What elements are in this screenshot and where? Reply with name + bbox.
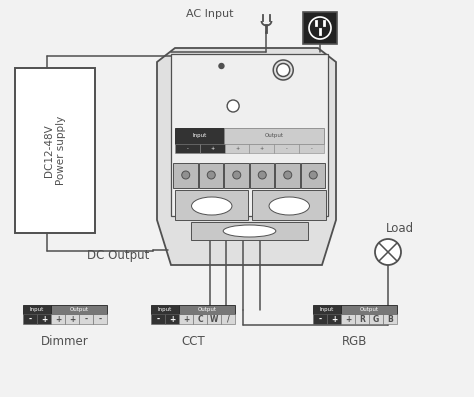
Bar [37, 314, 51, 324]
Bar [383, 314, 397, 324]
Text: +: + [55, 314, 61, 324]
Text: C: C [197, 314, 203, 324]
Text: +: + [260, 146, 264, 151]
Text: Dimmer: Dimmer [41, 335, 89, 348]
Text: Input: Input [320, 307, 334, 312]
Bar [151, 305, 179, 314]
Bar [225, 163, 249, 188]
Bar [313, 305, 341, 314]
Circle shape [375, 239, 401, 265]
Text: CCT: CCT [181, 335, 205, 348]
Circle shape [207, 171, 215, 179]
Bar [275, 163, 300, 188]
Bar [200, 144, 225, 153]
Text: AC Input: AC Input [186, 9, 234, 19]
Bar [355, 314, 369, 324]
Bar [65, 314, 79, 324]
Bar [253, 190, 326, 220]
Ellipse shape [223, 225, 276, 237]
Text: -: - [28, 314, 32, 324]
Text: +: + [235, 146, 239, 151]
Circle shape [219, 64, 224, 69]
Text: -: - [156, 314, 160, 324]
Bar [199, 163, 224, 188]
Bar [51, 305, 107, 314]
Bar [171, 54, 328, 216]
Circle shape [227, 100, 239, 112]
Circle shape [233, 171, 241, 179]
Text: Input: Input [30, 307, 44, 312]
Text: B: B [387, 314, 393, 324]
Bar [224, 128, 324, 144]
Text: -: - [187, 146, 188, 151]
Ellipse shape [269, 197, 310, 215]
Text: Output: Output [198, 307, 217, 312]
Bar [175, 190, 248, 220]
Bar [299, 144, 324, 153]
Circle shape [182, 171, 190, 179]
Text: +: + [69, 314, 75, 324]
Circle shape [284, 171, 292, 179]
Circle shape [273, 60, 293, 80]
Circle shape [309, 171, 317, 179]
Bar [93, 314, 107, 324]
Text: R: R [359, 314, 365, 324]
Text: RGB: RGB [342, 335, 368, 348]
Text: -: - [286, 146, 288, 151]
Text: W: W [210, 314, 218, 324]
Bar [15, 68, 95, 233]
Bar [179, 314, 193, 324]
Text: -: - [84, 314, 88, 324]
Bar [301, 163, 326, 188]
Bar [313, 314, 327, 324]
Bar [193, 314, 207, 324]
Text: -: - [99, 314, 101, 324]
Text: DC Output: DC Output [87, 249, 149, 262]
Bar [341, 314, 355, 324]
Text: -: - [319, 314, 321, 324]
Bar [23, 314, 37, 324]
Circle shape [309, 17, 331, 39]
Bar [23, 305, 51, 314]
Text: +: + [331, 314, 337, 324]
Text: Output: Output [70, 307, 89, 312]
Bar [250, 163, 274, 188]
Circle shape [258, 171, 266, 179]
Text: +: + [345, 314, 351, 324]
Text: Input: Input [192, 133, 207, 139]
Text: +: + [169, 314, 175, 324]
Ellipse shape [191, 197, 232, 215]
Bar [51, 314, 65, 324]
Bar [175, 144, 200, 153]
Bar [175, 128, 224, 144]
Bar [173, 163, 198, 188]
Text: Load: Load [386, 222, 414, 235]
Bar [221, 314, 235, 324]
Text: DC12-48V
Power supply: DC12-48V Power supply [44, 116, 66, 185]
Bar [369, 314, 383, 324]
Text: /: / [227, 314, 229, 324]
Bar [179, 305, 235, 314]
Text: +: + [183, 314, 189, 324]
Bar [249, 144, 274, 153]
Bar [79, 314, 93, 324]
Polygon shape [157, 48, 336, 265]
Bar [151, 314, 165, 324]
Circle shape [277, 64, 290, 77]
Bar [225, 144, 249, 153]
Text: G: G [373, 314, 379, 324]
Text: -: - [311, 146, 312, 151]
Bar [207, 314, 221, 324]
Bar [274, 144, 299, 153]
Bar [327, 314, 341, 324]
Bar [191, 222, 308, 240]
Bar [341, 305, 397, 314]
Bar [303, 12, 337, 44]
Text: +: + [210, 146, 214, 151]
Text: +: + [41, 314, 47, 324]
Bar [165, 314, 179, 324]
Text: Output: Output [264, 133, 283, 139]
Text: Input: Input [158, 307, 172, 312]
Text: Output: Output [359, 307, 379, 312]
